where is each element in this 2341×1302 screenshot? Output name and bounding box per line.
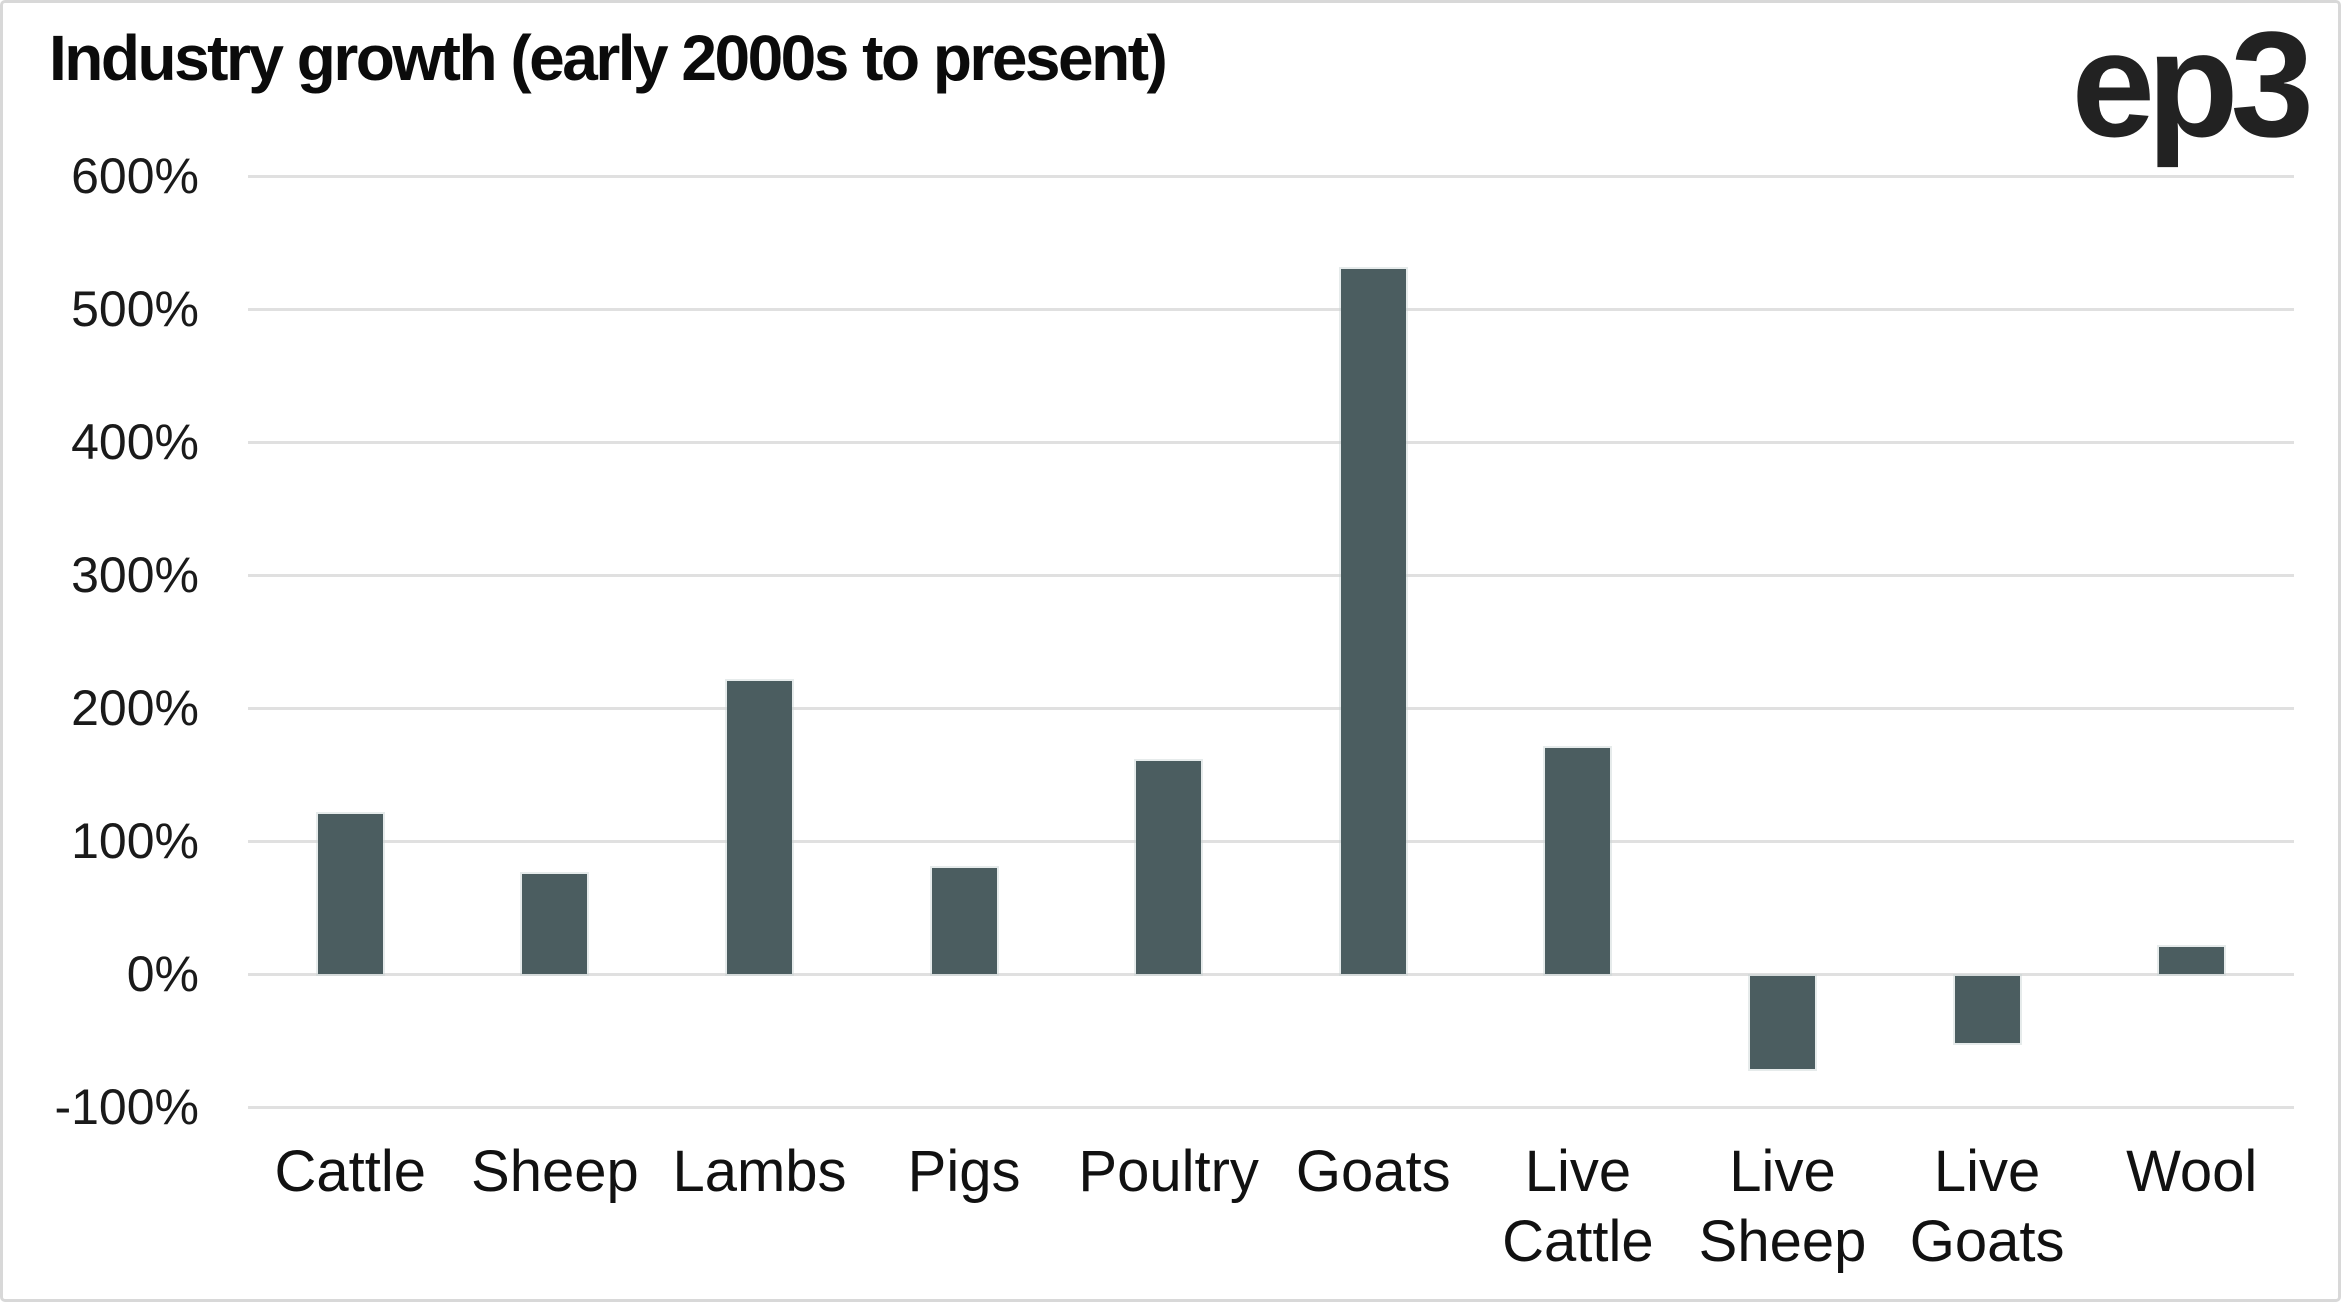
gridline-100% [248, 839, 2294, 843]
x-tick-line: Live [1933, 1139, 2041, 1204]
x-tick-line: Sheep [1698, 1209, 1867, 1274]
y-tick-label-400%: 400% [71, 414, 199, 470]
x-tick-label-live-sheep: Live Sheep [1653, 1137, 1913, 1277]
ep3-logo: ep3 [2071, 0, 2315, 168]
x-tick-label-wool: Wool [2062, 1137, 2322, 1207]
y-tick-label-300%: 300% [71, 547, 199, 603]
x-tick-line: Lambs [672, 1139, 847, 1204]
y-tick-label-200%: 200% [71, 680, 199, 736]
x-tick-label-sheep: Sheep [425, 1137, 685, 1207]
x-tick-label-live-cattle: Live Cattle [1448, 1137, 1708, 1277]
y-tick-label-500%: 500% [71, 281, 199, 337]
bar-sheep [522, 874, 588, 974]
x-tick-line: Live [1729, 1139, 1836, 1204]
x-tick-line: Live [1524, 1139, 1632, 1204]
x-tick-label-cattle: Cattle [220, 1137, 480, 1207]
bar-cattle [317, 814, 383, 974]
y-tick-label-600%: 600% [71, 148, 199, 204]
x-tick-label-live-goats: Live Goats [1857, 1137, 2117, 1277]
x-tick-line: Wool [2126, 1139, 2258, 1204]
x-tick-line: Pigs [907, 1139, 1021, 1204]
x-tick-line: Cattle [1502, 1209, 1654, 1274]
bar-wool [2159, 947, 2225, 974]
gridline-0% [248, 972, 2294, 976]
gridline--100% [248, 1105, 2294, 1109]
gridline-400% [248, 440, 2294, 444]
x-tick-label-poultry: Poultry [1039, 1137, 1299, 1207]
bar-poultry [1136, 761, 1202, 974]
x-tick-line: Goats [1295, 1139, 1451, 1204]
bar-live-goats [1954, 976, 2020, 1043]
gridline-600% [248, 174, 2294, 178]
y-tick-label--100%: -100% [54, 1079, 199, 1135]
x-tick-line: Sheep [471, 1139, 639, 1204]
bar-pigs [931, 867, 997, 974]
x-tick-label-goats: Goats [1243, 1137, 1503, 1207]
bar-live-cattle [1545, 747, 1611, 974]
gridline-200% [248, 706, 2294, 710]
x-tick-line: Poultry [1078, 1139, 1259, 1204]
x-tick-line: Goats [1909, 1209, 2065, 1274]
bar-lambs [727, 681, 792, 974]
gridline-300% [248, 573, 2294, 577]
chart-title: Industry growth (early 2000s to present) [49, 22, 1168, 94]
y-tick-label-100%: 100% [71, 813, 199, 869]
gridline-500% [248, 307, 2294, 311]
x-tick-label-pigs: Pigs [834, 1137, 1094, 1207]
x-tick-label-lambs: Lambs [630, 1137, 890, 1207]
y-tick-label-0%: 0% [126, 946, 199, 1002]
bar-goats [1340, 269, 1406, 974]
x-tick-line: Cattle [274, 1139, 427, 1204]
bar-live-sheep [1750, 976, 1815, 1070]
